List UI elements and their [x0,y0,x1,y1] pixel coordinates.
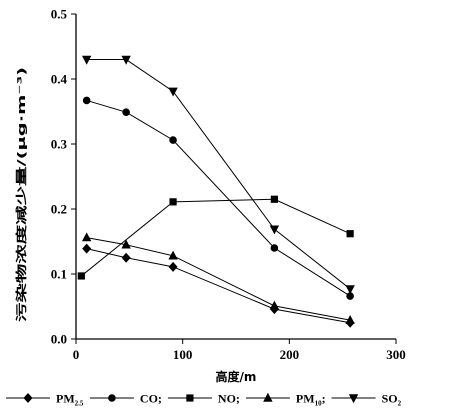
data-point-so2 [81,55,92,65]
y-tick-label: 0.4 [51,72,68,87]
legend-marker-no [186,394,194,402]
legend-label-co: CO; [140,392,162,406]
legend-label-pm25: PM2.5 [56,392,84,408]
data-point-co [270,244,279,252]
data-point-no [77,272,85,280]
legend-item-co: CO; [89,392,162,406]
legend-item-no: NO; [167,392,240,406]
legend-marker-co [108,394,116,402]
legend-label-pm10: PM10; [296,392,326,408]
data-point-co [169,136,177,144]
plot-area [77,55,355,328]
legend-item-pm10: PM10; [245,392,326,408]
x-tick-label: 0 [73,347,80,362]
data-point-pm10 [81,232,92,242]
series-line-no [81,198,351,277]
data-point-co [122,108,130,116]
data-point-pm10 [168,250,178,260]
series-line-co [86,99,351,297]
x-tick-label: 100 [173,347,193,362]
data-point-pm25 [82,243,92,254]
data-point-pm25 [168,261,178,272]
data-point-pm10 [121,239,131,249]
series-line-pm10 [86,237,351,321]
legend-marker-pm10 [263,392,273,402]
data-point-no [346,230,354,238]
data-point-no [169,198,177,206]
data-point-pm10 [269,300,280,310]
data-point-co [346,292,354,300]
legend-item-pm25: PM2.5 [6,392,84,408]
data-point-pm10 [345,314,355,324]
y-tick-label: 0.5 [51,7,68,22]
legend-item-so2: SO2 [331,392,402,408]
x-axis-label: 高度/m [216,369,257,384]
y-tick-label: 0.1 [51,267,67,282]
x-tick-label: 200 [280,347,300,362]
y-tick-label: 0.3 [51,137,68,152]
data-point-so2 [168,87,178,97]
legend: PM2.5 CO; NO; PM10; SO2 [6,392,402,408]
y-tick-label: 0.0 [51,332,67,347]
data-point-so2 [121,55,131,65]
data-point-pm25 [121,252,131,263]
chart-axes [71,13,397,344]
data-point-no [270,195,278,203]
tick-labels: 0 100 200 300 0.0 0.1 0.2 0.3 0.4 0.5 [51,7,406,363]
y-axis-label: 污染物浓度减少量/(μg·m⁻³) [14,67,28,322]
data-point-so2 [345,285,355,295]
legend-label-no: NO; [218,392,240,406]
legend-marker-pm25 [23,393,33,403]
legend-marker-so2 [348,394,359,404]
legend-label-so2: SO2 [382,392,402,408]
data-point-so2 [269,225,280,235]
data-point-co [82,96,91,105]
x-tick-label: 300 [386,347,406,362]
y-tick-label: 0.2 [51,202,67,217]
